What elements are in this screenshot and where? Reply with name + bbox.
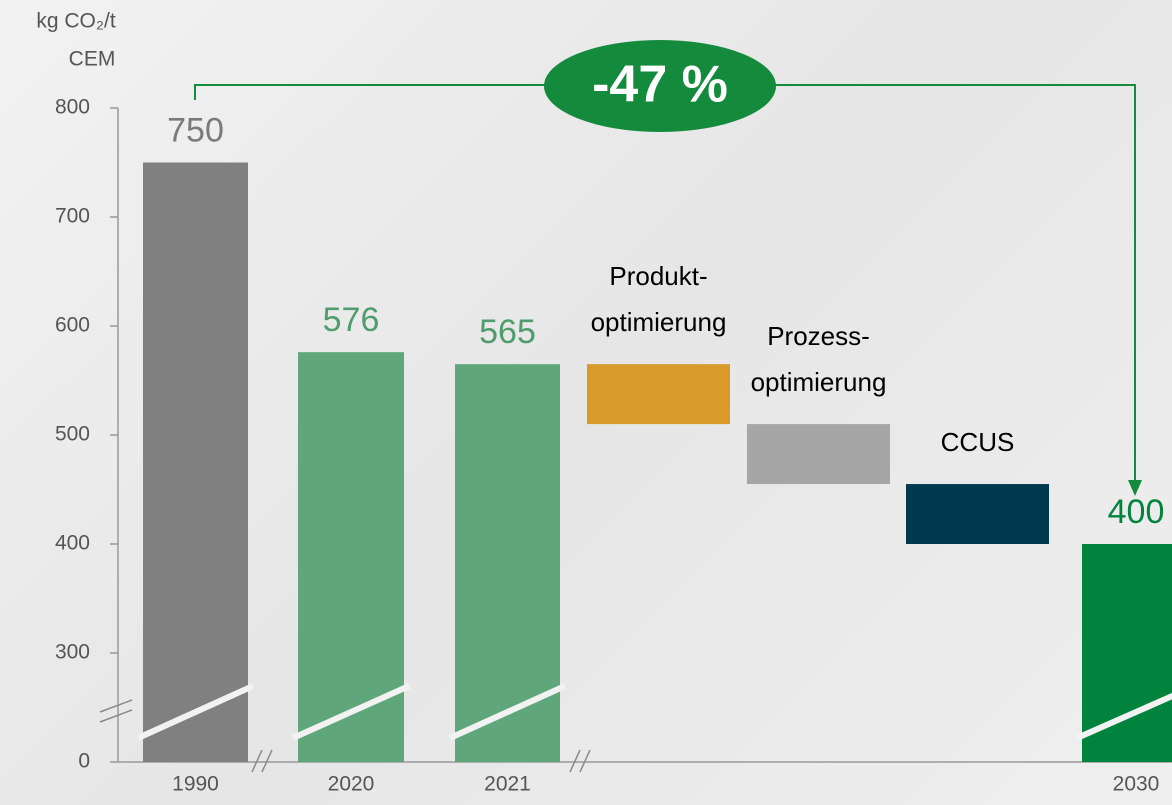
step-bar (587, 364, 730, 425)
axis-break (569, 749, 581, 773)
value-label: 400 (1108, 493, 1165, 531)
bar (1082, 544, 1172, 762)
y-tick-label: 500 (55, 423, 90, 446)
y-tick-label: 800 (55, 96, 90, 119)
x-tick-label: 2030 (1113, 773, 1160, 796)
value-label: 565 (479, 313, 536, 351)
y-tick-label: 300 (55, 641, 90, 664)
bar (298, 352, 404, 762)
bar (143, 162, 248, 762)
annotation: -47 % (592, 56, 728, 114)
annotation-badge (544, 40, 776, 132)
break-stripe (136, 683, 255, 741)
x-tick-label: 2021 (484, 773, 531, 796)
step-label-line: Produkt- (609, 261, 707, 291)
axis-break (579, 749, 591, 773)
step-label: CCUS (941, 427, 1015, 457)
x-tick-label: 1990 (172, 773, 219, 796)
bar (455, 364, 560, 762)
step-label-line: optimierung (751, 367, 887, 397)
break-stripe (448, 683, 567, 741)
step-label-line: Prozess- (767, 321, 870, 351)
step-label: Prozess-optimierung (751, 321, 887, 397)
value-label: 576 (323, 301, 380, 339)
axis-break (99, 699, 133, 713)
x-tick-label: 2020 (328, 773, 375, 796)
axis-break (251, 749, 263, 773)
break-stripe (1075, 692, 1172, 741)
axis-break (99, 709, 133, 723)
step-label-line: CCUS (941, 427, 1015, 457)
break-stripe (291, 683, 411, 741)
step-bar (906, 484, 1049, 544)
y-tick-label: 0 (78, 750, 90, 773)
value-label: 750 (167, 111, 224, 149)
axis-break (261, 749, 273, 773)
step-label: Produkt-optimierung (591, 261, 727, 337)
step-bar (747, 424, 890, 485)
arrow-head (1128, 480, 1142, 496)
y-axis-label: kg CO₂/t (36, 10, 116, 33)
step-label-line: optimierung (591, 307, 727, 337)
y-tick-label: 700 (55, 205, 90, 228)
y-tick-label: 400 (55, 532, 90, 555)
y-tick-label: 600 (55, 314, 90, 337)
y-axis-label: CEM (69, 48, 116, 71)
